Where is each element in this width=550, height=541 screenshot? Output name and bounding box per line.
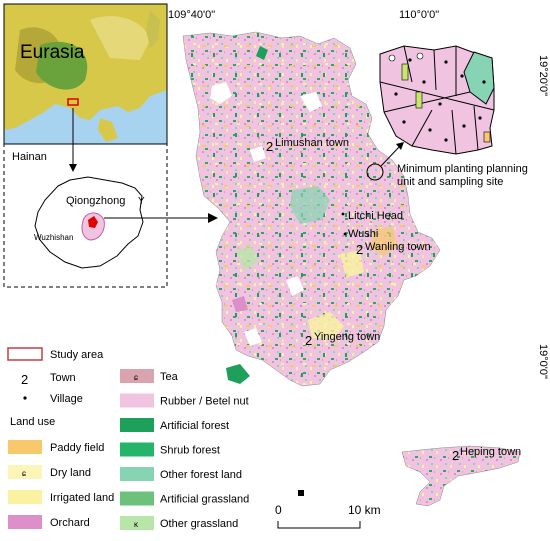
callout-circle [366,163,384,181]
legend-study-area: Study area [50,349,104,361]
county-label: Qiongzhong [66,195,125,207]
city-label: Wuzhishan [34,233,73,242]
village-litchi-head: Litchi Head [341,210,403,222]
arrow-head-icon [69,164,77,172]
legend-town: Town [50,372,76,384]
legend-item-label: Artificial forest [160,420,229,432]
legend-item-label: Paddy field [50,442,104,454]
callout-line2: unit and sampling site [397,176,503,188]
callout-arrow [380,145,401,167]
village-dot [341,212,345,216]
town-limushan: 2 Limushan town [266,137,349,154]
legend-swatch [120,491,154,506]
legend-item-label: Dry land [50,467,91,479]
map-marker-square [298,490,304,496]
scale-ten: 10 km [348,503,381,517]
legend-item-label: Shrub forest [160,445,220,457]
heping-area [401,445,521,507]
legend-swatch-glyph: ĸ [134,520,139,529]
town-symbol: 2 [266,139,273,154]
legend-town-symbol: 2 [21,372,28,387]
location-box [67,98,79,106]
legend-village-dot [23,396,27,400]
island-label: Hainan [12,151,47,163]
legend-swatch [8,440,42,454]
village-name: Litchi Head [348,210,403,222]
legend-item-label: Other grassland [160,518,238,530]
study-area-swatch [7,347,43,361]
legend-land-use-title: Land use [10,416,55,428]
hainan-inset-frame [3,143,168,288]
latitude-label: 19°20'0" [537,55,549,96]
arrow-head-icon [208,213,218,223]
town-name: Limushan town [275,137,349,149]
legend-item-label: Irrigated land [50,492,114,504]
overview-inset: Eurasia [3,3,168,145]
legend-swatch [8,490,42,504]
study-area-map [182,31,441,387]
scale-zero: 0 [275,503,282,517]
scale-bar: 0 10 km [275,503,381,529]
legend-swatch [120,516,154,530]
legend-swatch-glyph: ɕ [134,373,138,382]
legend-swatch [120,418,154,432]
village-dot [343,232,347,236]
town-symbol: 2 [452,448,459,463]
legend: Study area 2 Town Village Land use Paddy… [7,347,249,530]
town-yingeng: 2 Yingeng town [305,331,380,348]
sampling-unit-detail [379,45,495,155]
town-symbol: 2 [305,333,312,348]
town-name: Yingeng town [314,331,380,343]
legend-village: Village [50,393,83,405]
qiongzhong-marker [88,216,98,228]
legend-swatch [120,442,154,457]
continent-label: Eurasia [20,42,85,63]
legend-item-label: Rubber / Betel nut [160,396,249,408]
legend-item-label: Other forest land [160,469,242,481]
legend-item-label: Artificial grassland [160,494,249,506]
legend-swatch [8,515,42,529]
legend-swatch [120,369,154,383]
legend-swatch [120,467,154,481]
longitude-label: 109°40'0" [168,9,215,21]
legend-swatch-glyph: ɕ [22,469,26,478]
legend-item-label: Orchard [50,517,90,529]
town-name: Wanling town [365,241,431,253]
town-name: Heping town [460,446,521,458]
village-name: Wushi [348,228,378,240]
latitude-label: 19°0'0" [537,344,549,379]
arrow-head-icon [396,142,404,150]
town-symbol: 2 [356,242,363,257]
longitude-label: 110°0'0" [399,9,439,21]
legend-swatch [120,393,154,408]
town-wanling: 2 Wanling town [356,241,431,257]
inset-town-mark: Y [138,196,145,207]
town-heping: 2 Heping town [452,446,521,463]
village-wushi: Wushi [343,228,378,240]
legend-item-label: Tea [160,371,179,383]
callout-line1: Minimum planting planning [397,163,528,175]
legend-swatch [8,465,42,479]
